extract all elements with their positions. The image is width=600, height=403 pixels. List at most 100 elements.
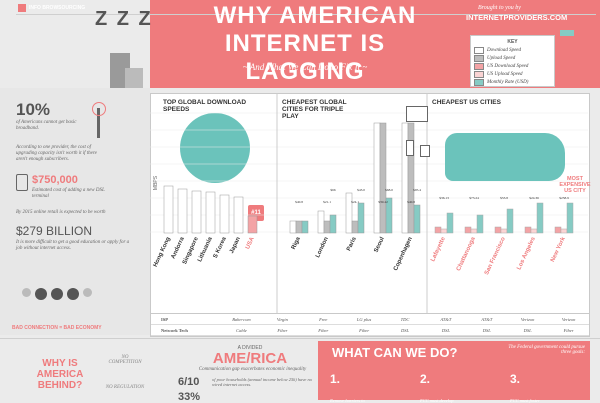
table-body: ISP Bahn-com Virgin Free LG plus TDC AT&T AT&T V… [151,314,589,336]
chart2-data-label: $40.8 [295,200,303,204]
chart1-bar [205,191,216,234]
chart1-tick-label: S Korea [213,236,228,260]
chart1-tick-label: Hong Kong [153,236,172,268]
stat-750k: $750,000 [32,174,78,186]
chart2-data-label: $21.1 [323,200,331,204]
router-icon [406,140,414,156]
divided-title: AME/RICA [212,350,288,367]
chart1-bar [233,196,244,234]
stat-750k-text: Estimated cost of adding a new DSL termi… [32,188,105,199]
chart3-bar [536,202,544,234]
chart1-bar [191,190,202,234]
globe-icon [180,113,250,183]
chart3-bar [554,226,562,234]
table-cell: Fiber [277,327,288,333]
table-cell: Verizon [520,316,535,322]
step-item: 2. FCC must develop [420,372,495,403]
key-list: Download Speed Upload Speed US Download Sp… [474,46,551,86]
chart2-bar [407,122,415,234]
key-label: US Upload Speed [487,71,523,77]
table-row-head: Network Tech [161,327,188,333]
chart2-tick-label: Copenhagen [393,236,414,272]
table-cell: Fiber [563,327,574,333]
chart2-tick-label: London [315,236,330,259]
chart2-data-label: $24.1 [351,200,359,204]
chart3-bar [434,226,442,234]
key-swatch [474,46,484,54]
zzz-text: Z Z Z [95,8,153,30]
key-max-badge [560,30,574,36]
table-cell: DSL [523,327,532,333]
most-expensive-callout: MOST EXPENSIVE US CITY [559,176,591,194]
stat-10-percent: 10% [16,100,51,119]
step-number: 3. [510,372,521,386]
zzz-illustration: Z Z Z [85,8,155,98]
chart1-tick-label: Andorra [171,236,187,260]
chart3-bar [506,208,514,234]
key-swatch [474,62,484,70]
table-cell: Free [319,316,328,322]
table-row: ISP Bahn-com Virgin Free LG plus TDC AT&T AT&T V… [151,314,589,325]
key-item: Upload Speed [474,54,551,62]
chart3-tick-label: Los Angeles [516,236,537,271]
bad-connection-footer: BAD CONNECTION = BAD ECONOMY [12,325,102,331]
table-cell: TDC [400,316,410,322]
table-cell: AT&T [481,316,493,322]
chart2-bar [317,210,325,234]
stat-6-10: 6/10 [178,376,200,388]
chart3-tick-label: San Francisco [484,236,507,276]
bottom-divider [0,338,600,339]
chart3-bar [464,226,472,234]
table-cell: LG plus [356,316,372,322]
chart2-data-label: $39.42 [378,200,388,204]
brand-logo: INFO BROWSOURCING [18,4,85,12]
key-label: Upload Speed [487,55,516,61]
chart1-bar [219,194,230,234]
brand-underline [16,14,596,15]
chart2-bar [345,192,353,234]
coin-icon [83,288,92,297]
page-title-line2: INTERNET IS LAGGING [224,30,386,85]
coin-icon [22,288,31,297]
coin-icon [67,288,79,300]
chart2-bar [385,197,393,234]
divided-label: A DIVIDED [237,345,263,351]
brought-by: Brought to you by [478,5,521,11]
key-swatch [474,70,484,78]
chart1-bar [177,188,188,234]
table-cell: Verizon [561,316,576,322]
chart3-data-label: $258.9 [559,196,569,200]
page-title-line1: WHY AMERICAN [213,2,417,29]
chart1-tick-label: Lithuania [197,236,214,263]
table-cell: DSL [401,327,410,333]
chart2-top-label: $95.4 [413,188,421,192]
chart3-bar [560,228,568,234]
step-text: Remove barriers to [330,398,365,403]
site-name[interactable]: INTERNETPROVIDERS.COM [466,13,568,22]
chart3-data-label: $24.36 [529,196,539,200]
chart2-top-label: $66 [330,188,336,192]
chart2-top-label: $43.0 [357,188,365,192]
what-can-we-do-panel [318,341,590,400]
divided-text: Communication gap exacerbates economic i… [198,367,307,372]
tower-icon [88,98,110,138]
chart1-tick-label: Japan [229,236,242,255]
gov-text: The Federal government could pursue thre… [508,345,585,355]
chart3-tick-label: Chattanooga [456,236,477,272]
step-item: 3. FCC must foster [510,372,585,403]
table-cell: Fiber [318,327,329,333]
no-regulation: NO REGULATION [105,385,145,390]
chart1-bar [163,185,174,234]
chart3-bar [566,202,574,234]
chart3-title: CHEAPEST US CITIES [432,99,501,106]
stat-10-text: of Americans cannot get basic broadband. [16,120,77,131]
chart3-bar [530,228,538,234]
chart2-title: CHEAPEST GLOBAL CITIES FOR TRIPLE PLAY [282,99,347,120]
tv-icon [406,106,428,122]
chart2-bar [329,214,337,234]
chart2-bar [373,122,381,234]
chart1-tick-label: USA [245,236,256,251]
chart2-top-label: $68.0 [385,188,393,192]
chart2-bar [413,204,421,234]
